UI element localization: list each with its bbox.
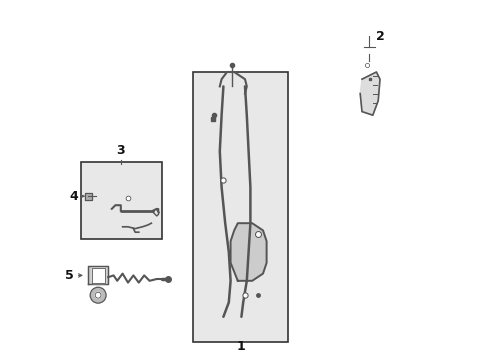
Polygon shape	[92, 268, 104, 283]
Bar	[81, 162, 162, 239]
Text: 4: 4	[70, 190, 79, 203]
Text: 5: 5	[65, 269, 74, 282]
Circle shape	[90, 287, 106, 303]
Text: 2: 2	[376, 30, 385, 42]
FancyArrowPatch shape	[78, 274, 82, 277]
Circle shape	[95, 292, 101, 298]
Polygon shape	[88, 266, 108, 284]
FancyArrowPatch shape	[80, 194, 84, 198]
Polygon shape	[231, 223, 267, 281]
Polygon shape	[85, 193, 92, 200]
Polygon shape	[360, 72, 380, 115]
Bar	[193, 72, 288, 342]
Text: 1: 1	[237, 340, 246, 353]
Text: 3: 3	[117, 144, 125, 157]
